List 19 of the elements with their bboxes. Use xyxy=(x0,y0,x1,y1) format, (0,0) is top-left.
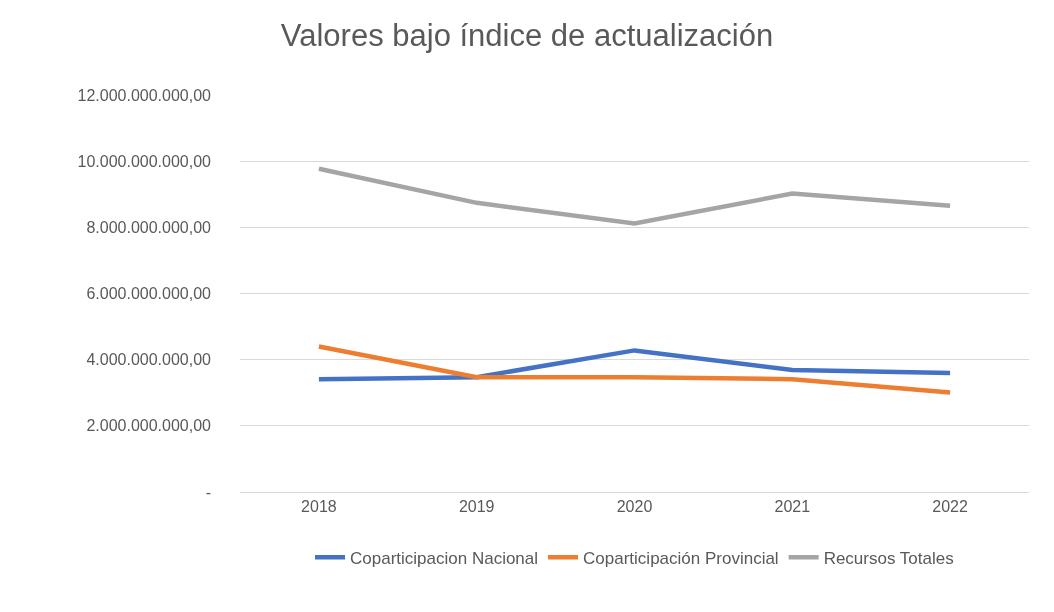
x-tick-label: 2018 xyxy=(301,498,337,516)
y-tick-label: 8.000.000.000,00 xyxy=(86,218,212,236)
y-tick-label: 2.000.000.000,00 xyxy=(86,417,212,435)
x-tick-label: 2020 xyxy=(616,498,653,516)
legend-label: Coparticipación Provincial xyxy=(583,548,779,568)
x-tick-label: 2019 xyxy=(458,498,495,516)
legend-label: Coparticipacion Nacional xyxy=(350,548,539,568)
x-tick-label: 2022 xyxy=(932,498,968,516)
y-tick-label: 12.000.000.000,00 xyxy=(77,86,212,104)
chart-title: Valores bajo índice de actualización xyxy=(280,18,774,54)
x-tick-label: 2021 xyxy=(774,498,811,516)
y-tick-label: - xyxy=(205,483,211,501)
legend-label: Recursos Totales xyxy=(823,548,954,568)
y-tick-label: 6.000.000.000,00 xyxy=(86,285,212,303)
y-tick-label: 4.000.000.000,00 xyxy=(86,351,212,369)
line-series xyxy=(316,166,953,226)
line-series xyxy=(316,348,953,382)
line-series xyxy=(316,344,953,395)
y-tick-label: 10.000.000.000,00 xyxy=(77,152,212,170)
